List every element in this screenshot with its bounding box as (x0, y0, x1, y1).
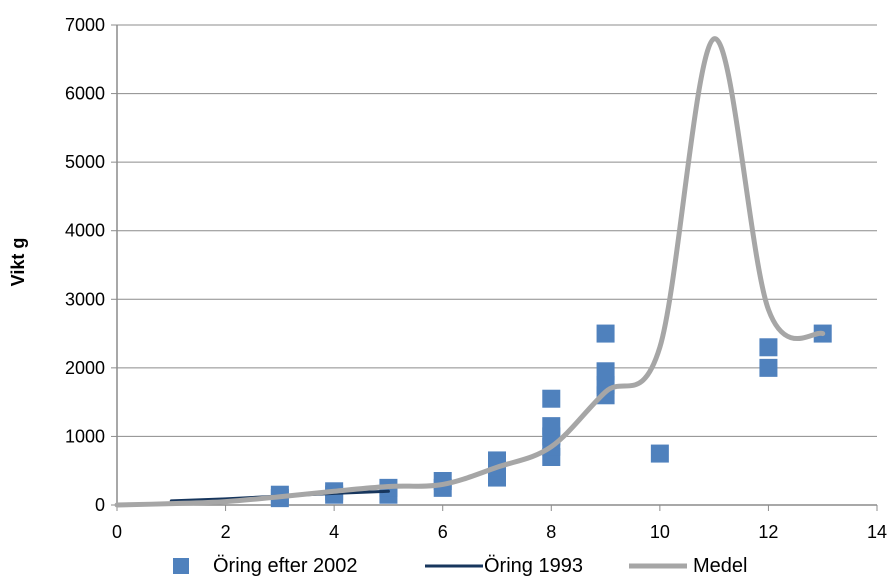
x-axis-ticks: 0 2 4 6 8 10 12 14 (112, 505, 887, 542)
scatter-point (596, 324, 615, 343)
x-tick-label: 10 (650, 522, 670, 542)
y-tick-label: 3000 (65, 289, 105, 309)
scatter-point (542, 417, 561, 436)
x-tick-label: 2 (221, 522, 231, 542)
legend: Öring efter 2002 Öring 1993 Medel (173, 555, 747, 577)
scatter-point (542, 389, 561, 408)
legend-label: Öring efter 2002 (213, 555, 358, 577)
y-tick-label: 0 (95, 495, 105, 515)
x-tick-label: 14 (867, 522, 887, 542)
legend-label: Öring 1993 (484, 555, 583, 577)
scatter-point (759, 358, 778, 377)
y-tick-label: 2000 (65, 358, 105, 378)
scatter-point (759, 338, 778, 357)
series-layer (114, 36, 832, 508)
x-tick-label: 0 (112, 522, 122, 542)
gridlines (117, 24, 877, 437)
legend-marker (173, 558, 189, 574)
x-tick-label: 8 (546, 522, 556, 542)
y-tick-label: 7000 (65, 15, 105, 35)
y-axis-ticks: 0 1000 2000 3000 4000 5000 6000 7000 (65, 15, 117, 515)
x-tick-label: 12 (758, 522, 778, 542)
scatter-point (650, 444, 669, 463)
y-tick-label: 5000 (65, 152, 105, 172)
series-line (114, 36, 826, 508)
x-tick-label: 4 (329, 522, 339, 542)
y-axis-label: Vikt g (8, 238, 28, 287)
legend-label: Medel (693, 555, 747, 577)
y-tick-label: 1000 (65, 426, 105, 446)
y-tick-label: 6000 (65, 84, 105, 104)
x-tick-label: 6 (438, 522, 448, 542)
scatter-point (596, 362, 615, 381)
y-tick-label: 4000 (65, 221, 105, 241)
